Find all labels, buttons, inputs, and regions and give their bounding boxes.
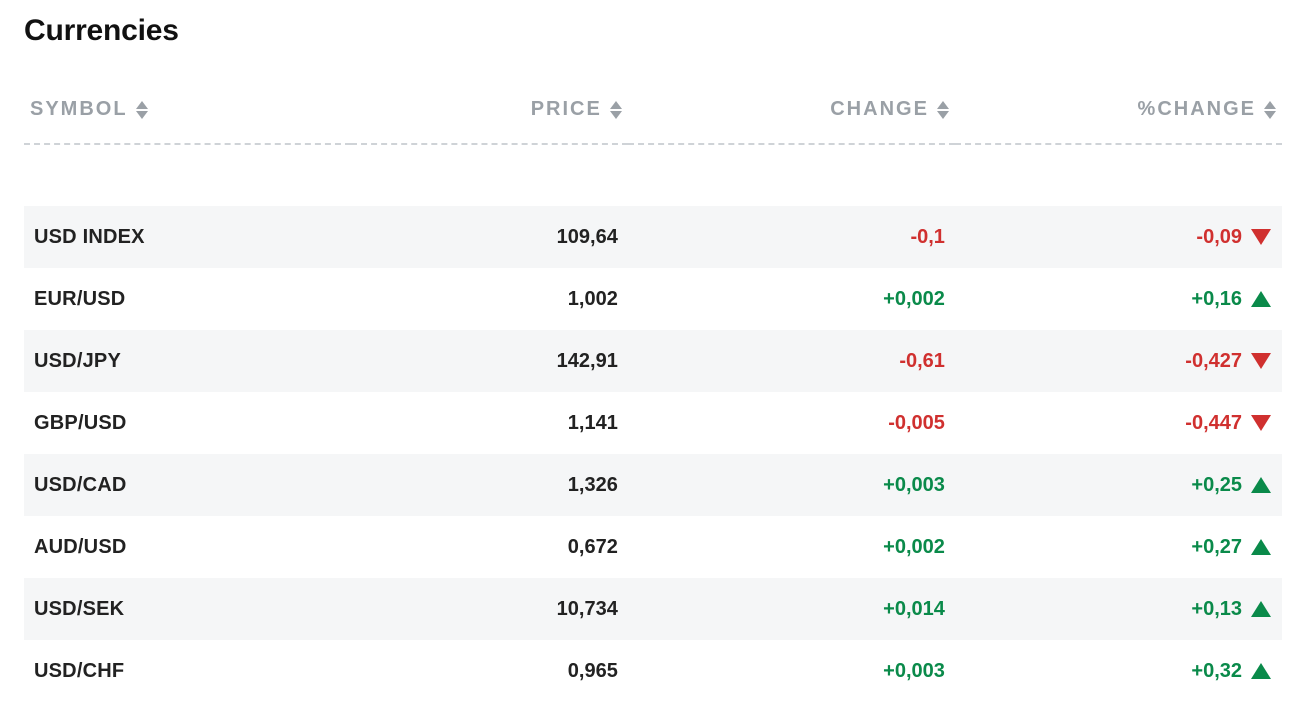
column-header-price[interactable]: PRICE	[351, 88, 628, 144]
price-text: 142,91	[557, 350, 618, 372]
table-header: SYMBOL PRICE	[24, 88, 1282, 144]
cell-change: +0,014	[628, 578, 955, 640]
triangle-down-icon	[1250, 415, 1272, 431]
symbol-text: USD/CAD	[34, 474, 127, 496]
change-text: +0,002	[883, 536, 945, 558]
table-row[interactable]: USD/CHF 0,965 +0,003 +0,32	[24, 640, 1282, 702]
change-text: +0,003	[883, 660, 945, 682]
triangle-up-icon	[1250, 663, 1272, 679]
column-label: %CHANGE	[1138, 98, 1256, 121]
symbol-text: EUR/USD	[34, 288, 125, 310]
cell-pctchange: +0,25	[955, 454, 1282, 516]
cell-change: +0,002	[628, 516, 955, 578]
triangle-up-icon	[1250, 477, 1272, 493]
cell-symbol: USD/CAD	[24, 454, 351, 516]
column-header-pctchange[interactable]: %CHANGE	[955, 88, 1282, 144]
cell-pctchange: +0,32	[955, 640, 1282, 702]
cell-pctchange: +0,27	[955, 516, 1282, 578]
cell-symbol: EUR/USD	[24, 268, 351, 330]
cell-pctchange: +0,13	[955, 578, 1282, 640]
symbol-text: USD/SEK	[34, 598, 124, 620]
pctchange-text: +0,27	[1191, 536, 1242, 559]
currencies-table: SYMBOL PRICE	[24, 88, 1282, 702]
triangle-up-icon	[1250, 291, 1272, 307]
cell-change: +0,002	[628, 268, 955, 330]
cell-symbol: USD/JPY	[24, 330, 351, 392]
sort-icon[interactable]	[937, 101, 949, 119]
cell-price: 1,326	[351, 454, 628, 516]
cell-price: 10,734	[351, 578, 628, 640]
change-text: +0,003	[883, 474, 945, 496]
column-header-symbol[interactable]: SYMBOL	[24, 88, 351, 144]
pctchange-text: +0,16	[1191, 288, 1242, 311]
cell-change: +0,003	[628, 454, 955, 516]
price-text: 109,64	[557, 226, 618, 248]
symbol-text: GBP/USD	[34, 412, 127, 434]
table-row[interactable]: EUR/USD 1,002 +0,002 +0,16	[24, 268, 1282, 330]
price-text: 1,002	[568, 288, 618, 310]
cell-symbol: GBP/USD	[24, 392, 351, 454]
table-row[interactable]: GBP/USD 1,141 -0,005 -0,447	[24, 392, 1282, 454]
cell-price: 1,141	[351, 392, 628, 454]
price-text: 1,141	[568, 412, 618, 434]
table-row[interactable]: USD/SEK 10,734 +0,014 +0,13	[24, 578, 1282, 640]
cell-symbol: USD/CHF	[24, 640, 351, 702]
table-body: USD INDEX 109,64 -0,1 -0,09 EUR/USD 1,002 +0,0…	[24, 144, 1282, 702]
cell-change: +0,003	[628, 640, 955, 702]
price-text: 10,734	[557, 598, 618, 620]
cell-price: 0,672	[351, 516, 628, 578]
page-title: Currencies	[24, 14, 1282, 48]
price-text: 1,326	[568, 474, 618, 496]
cell-change: -0,005	[628, 392, 955, 454]
change-text: +0,014	[883, 598, 945, 620]
symbol-text: USD/JPY	[34, 350, 121, 372]
change-text: -0,005	[888, 412, 945, 434]
change-text: -0,1	[910, 226, 944, 248]
table-row[interactable]: AUD/USD 0,672 +0,002 +0,27	[24, 516, 1282, 578]
cell-change: -0,61	[628, 330, 955, 392]
cell-pctchange: -0,09	[955, 206, 1282, 268]
cell-symbol: USD/SEK	[24, 578, 351, 640]
pctchange-text: +0,32	[1191, 660, 1242, 683]
triangle-down-icon	[1250, 229, 1272, 245]
pctchange-text: +0,25	[1191, 474, 1242, 497]
symbol-text: USD/CHF	[34, 660, 124, 682]
cell-symbol: USD INDEX	[24, 206, 351, 268]
sort-icon[interactable]	[136, 101, 148, 119]
pctchange-text: -0,09	[1196, 226, 1242, 249]
column-header-change[interactable]: CHANGE	[628, 88, 955, 144]
cell-price: 109,64	[351, 206, 628, 268]
sort-icon[interactable]	[1264, 101, 1276, 119]
column-label: CHANGE	[830, 98, 929, 121]
cell-pctchange: +0,16	[955, 268, 1282, 330]
cell-change: -0,1	[628, 206, 955, 268]
table-row[interactable]: USD INDEX 109,64 -0,1 -0,09	[24, 206, 1282, 268]
triangle-up-icon	[1250, 539, 1272, 555]
change-text: +0,002	[883, 288, 945, 310]
symbol-text: AUD/USD	[34, 536, 127, 558]
column-label: PRICE	[531, 98, 602, 121]
cell-price: 142,91	[351, 330, 628, 392]
pctchange-text: -0,447	[1185, 412, 1242, 435]
change-text: -0,61	[899, 350, 945, 372]
cell-price: 0,965	[351, 640, 628, 702]
triangle-down-icon	[1250, 353, 1272, 369]
pctchange-text: +0,13	[1191, 598, 1242, 621]
cell-price: 1,002	[351, 268, 628, 330]
cell-pctchange: -0,447	[955, 392, 1282, 454]
price-text: 0,965	[568, 660, 618, 682]
cell-symbol: AUD/USD	[24, 516, 351, 578]
cell-pctchange: -0,427	[955, 330, 1282, 392]
pctchange-text: -0,427	[1185, 350, 1242, 373]
table-row[interactable]: USD/JPY 142,91 -0,61 -0,427	[24, 330, 1282, 392]
sort-icon[interactable]	[610, 101, 622, 119]
currencies-panel: Currencies SYMBOL PRICE	[0, 0, 1306, 726]
column-label: SYMBOL	[30, 98, 128, 121]
symbol-text: USD INDEX	[34, 226, 145, 248]
triangle-up-icon	[1250, 601, 1272, 617]
table-row[interactable]: USD/CAD 1,326 +0,003 +0,25	[24, 454, 1282, 516]
header-spacer	[24, 144, 1282, 206]
price-text: 0,672	[568, 536, 618, 558]
